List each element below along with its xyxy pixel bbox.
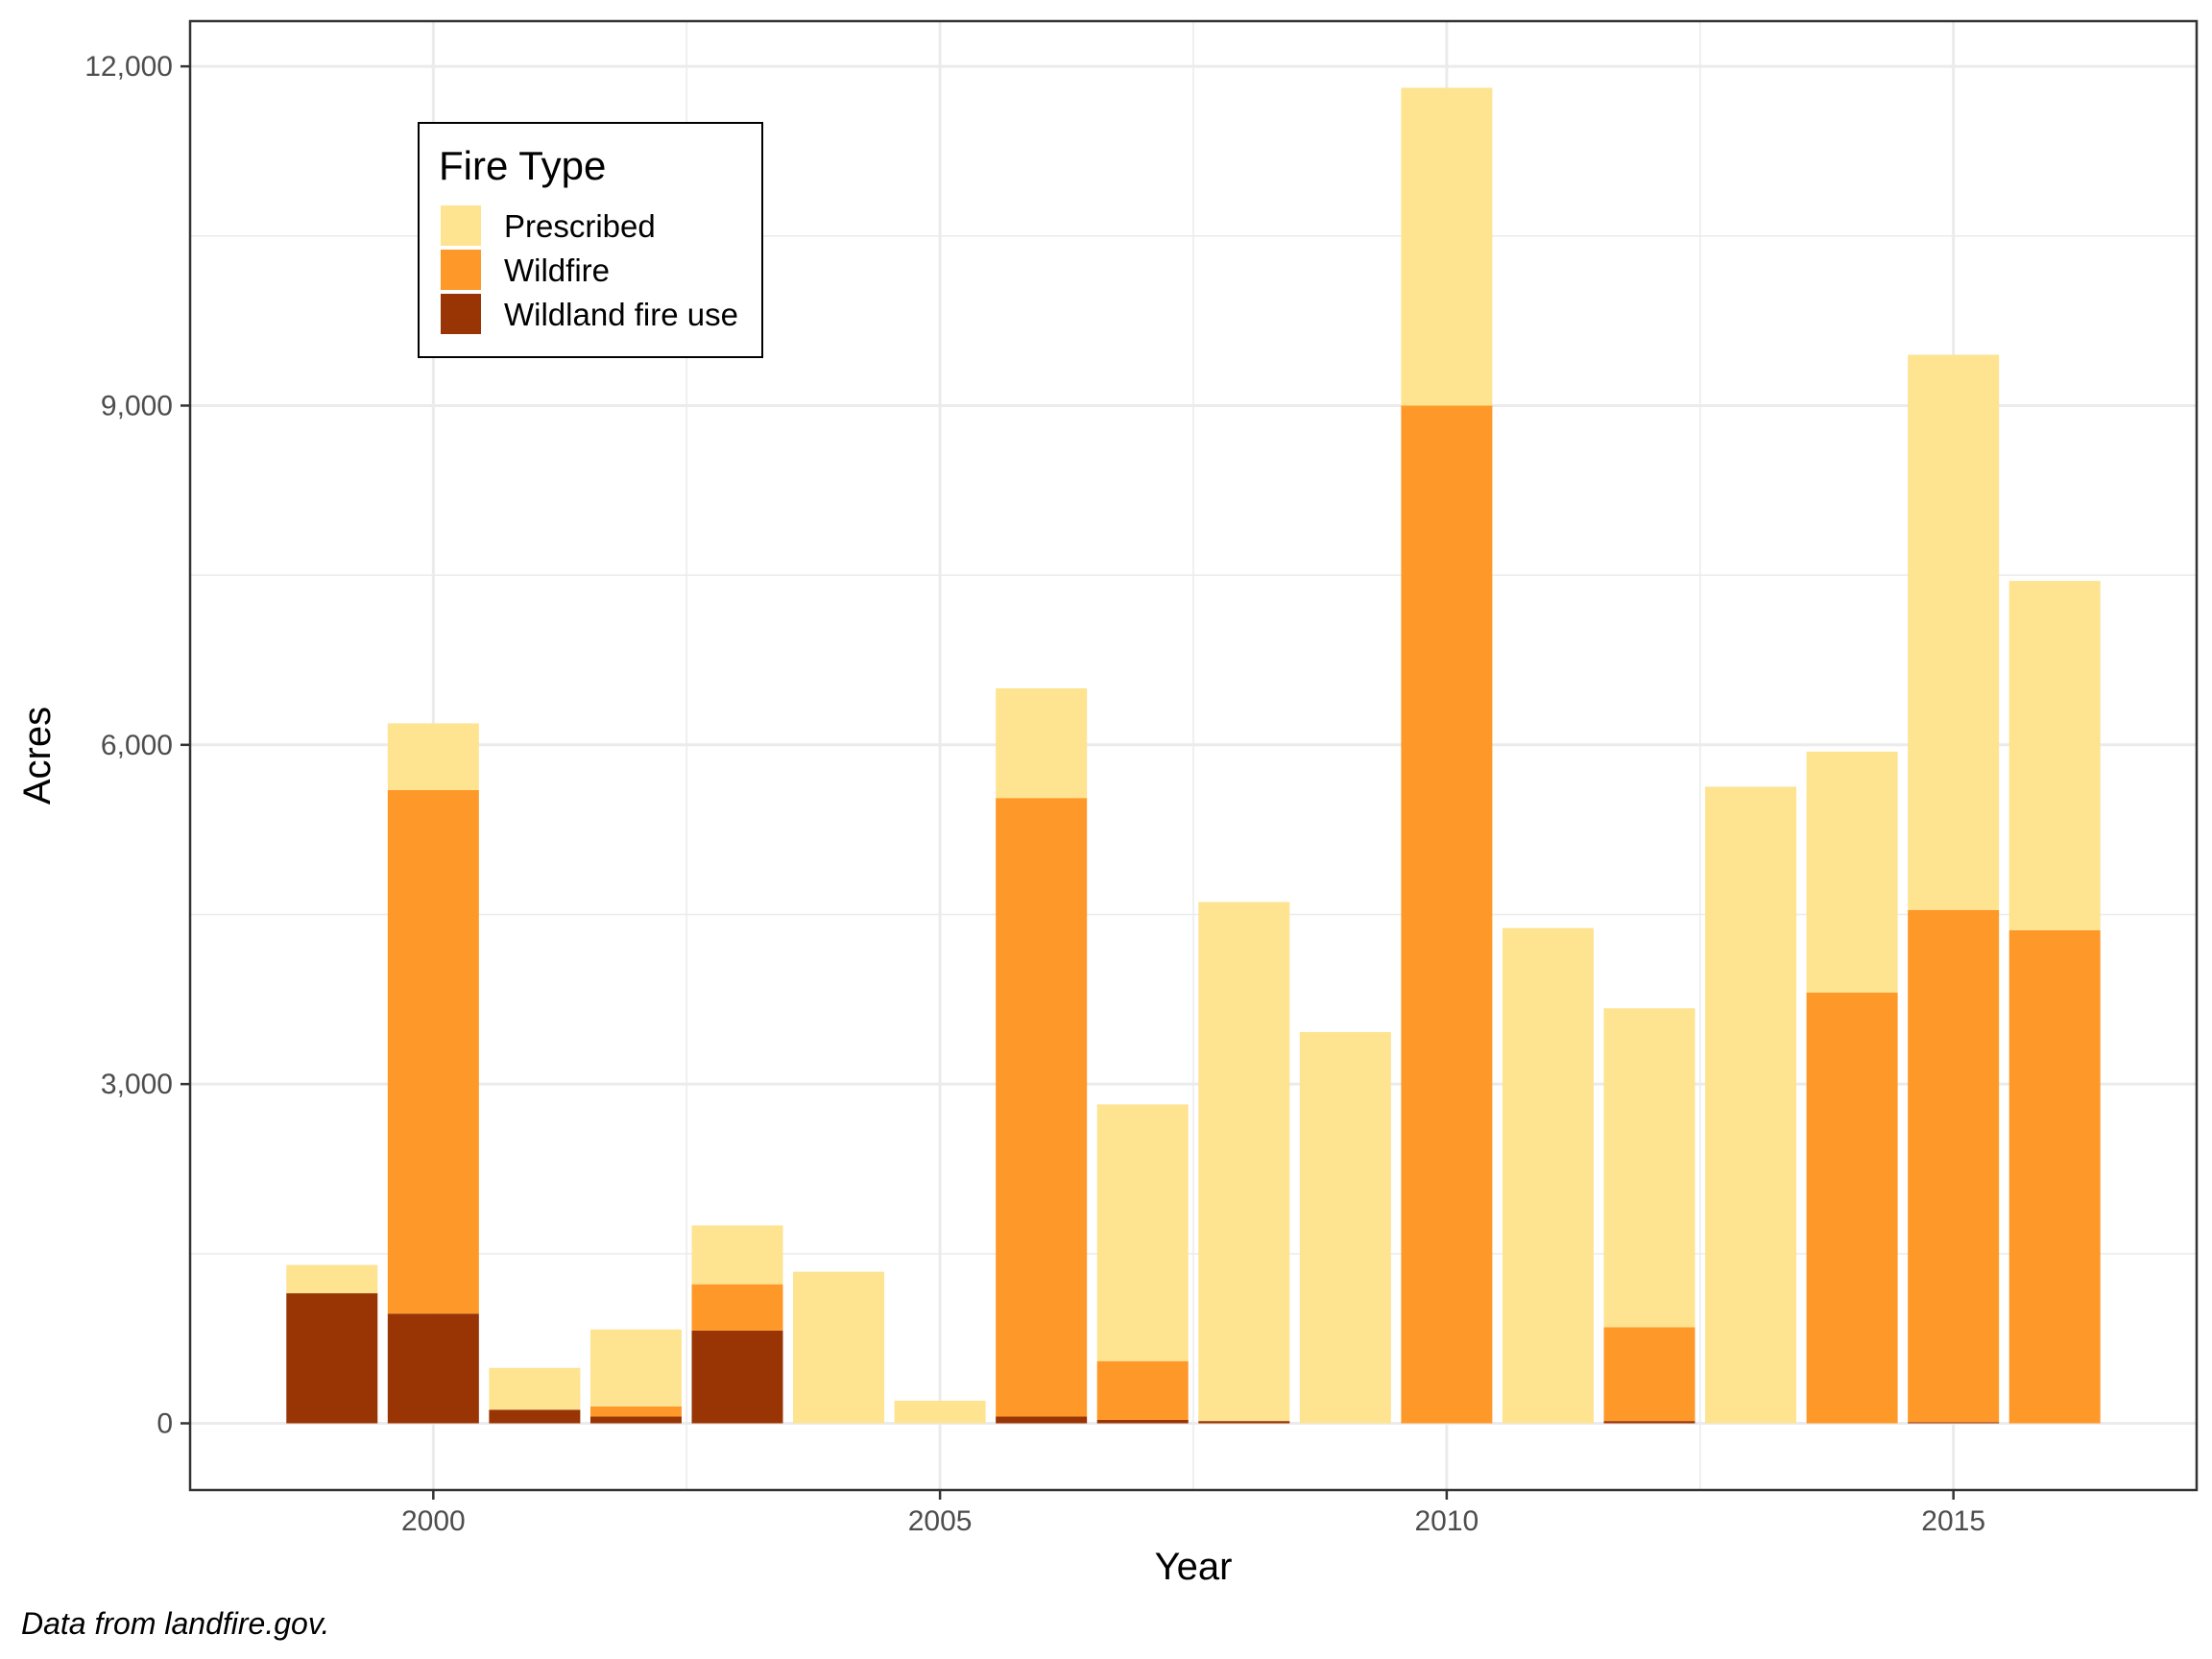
bar-2000-prescribed (387, 723, 479, 790)
bar-2015-wildfire (1908, 909, 2000, 1423)
legend-key-prescribed (441, 205, 481, 246)
bar-2016-wildfire (2008, 929, 2101, 1424)
bar-2003-wildland-fire-use (691, 1330, 783, 1424)
bar-2013-prescribed (1705, 786, 1797, 1424)
bar-1999-prescribed (286, 1264, 378, 1294)
bar-2002-wildfire (589, 1406, 682, 1417)
axes: 2000 2005 2010 2015 0 3,000 6,000 9,000 12,000 (84, 51, 1985, 1537)
legend-title: Fire Type (439, 143, 606, 188)
x-tick-label: 2010 (1415, 1505, 1479, 1537)
legend-label: Wildfire (504, 252, 610, 288)
x-tick-label: 2005 (908, 1505, 973, 1537)
bar-2004-prescribed (793, 1271, 885, 1424)
bar-2003-prescribed (691, 1225, 783, 1285)
bar-2007-wildland-fire-use (1096, 1419, 1189, 1424)
bar-2016-prescribed (2008, 581, 2101, 930)
y-tick-label: 0 (156, 1408, 173, 1440)
legend-key-wildland-fire-use (441, 294, 481, 334)
bar-2006-wildfire (996, 798, 1088, 1417)
bar-1999-wildland-fire-use (286, 1293, 378, 1424)
bar-2001-prescribed (489, 1367, 581, 1410)
bar-2014-wildfire (1806, 992, 1898, 1424)
bar-2010-prescribed (1401, 87, 1493, 406)
x-axis-title: Year (1155, 1546, 1233, 1588)
bars (286, 87, 2101, 1424)
bar-2015-prescribed (1908, 354, 2000, 910)
legend: Fire Type Prescribed Wildfire Wildland fir… (418, 122, 763, 358)
bar-2015-wildland-fire-use (1908, 1422, 2000, 1424)
legend-key-wildfire (441, 250, 481, 290)
bar-2000-wildfire (387, 789, 479, 1314)
bar-2014-prescribed (1806, 751, 1898, 993)
bar-2006-wildland-fire-use (996, 1416, 1088, 1424)
bar-2005-prescribed (894, 1400, 986, 1424)
legend-entries: Prescribed Wildfire Wildland fire use (441, 205, 738, 334)
bar-2003-wildfire (691, 1284, 783, 1331)
bar-2012-wildfire (1603, 1327, 1695, 1422)
bar-2012-prescribed (1603, 1008, 1695, 1328)
bar-2002-prescribed (589, 1329, 682, 1407)
bar-2008-prescribed (1198, 902, 1290, 1422)
bar-2012-wildland-fire-use (1603, 1421, 1695, 1424)
bar-2000-wildland-fire-use (387, 1313, 479, 1424)
y-tick-label: 12,000 (84, 51, 173, 83)
legend-label: Prescribed (504, 208, 656, 244)
y-tick-label: 9,000 (101, 390, 173, 421)
y-axis-title: Acres (16, 707, 59, 805)
bar-2008-wildland-fire-use (1198, 1421, 1290, 1424)
legend-label: Wildland fire use (504, 297, 738, 332)
bar-2009-prescribed (1299, 1031, 1391, 1424)
bar-2001-wildland-fire-use (489, 1409, 581, 1424)
bar-2010-wildfire (1401, 405, 1493, 1424)
x-tick-label: 2015 (1921, 1505, 1985, 1537)
bar-2007-wildfire (1096, 1360, 1189, 1420)
bar-2002-wildland-fire-use (589, 1416, 682, 1424)
y-tick-label: 6,000 (101, 730, 173, 761)
caption: Data from landfire.gov. (21, 1606, 329, 1641)
bar-2011-prescribed (1502, 927, 1594, 1424)
bar-2006-prescribed (996, 687, 1088, 799)
y-tick-label: 3,000 (101, 1069, 173, 1100)
x-tick-label: 2000 (401, 1505, 466, 1537)
panel-border (188, 19, 2199, 1492)
bar-2007-prescribed (1096, 1104, 1189, 1361)
